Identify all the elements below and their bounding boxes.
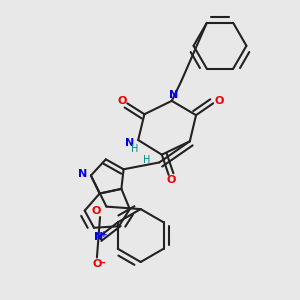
Text: N: N xyxy=(94,232,103,242)
Text: O: O xyxy=(92,259,102,269)
Text: H: H xyxy=(131,144,139,154)
Text: N: N xyxy=(125,137,134,148)
Text: O: O xyxy=(117,96,126,106)
Text: O: O xyxy=(167,176,176,185)
Text: O: O xyxy=(92,206,101,216)
Text: N: N xyxy=(79,169,88,179)
Text: N: N xyxy=(169,90,178,100)
Text: O: O xyxy=(214,96,224,106)
Text: H: H xyxy=(142,155,150,165)
Text: -: - xyxy=(101,258,106,268)
Text: +: + xyxy=(100,230,108,238)
